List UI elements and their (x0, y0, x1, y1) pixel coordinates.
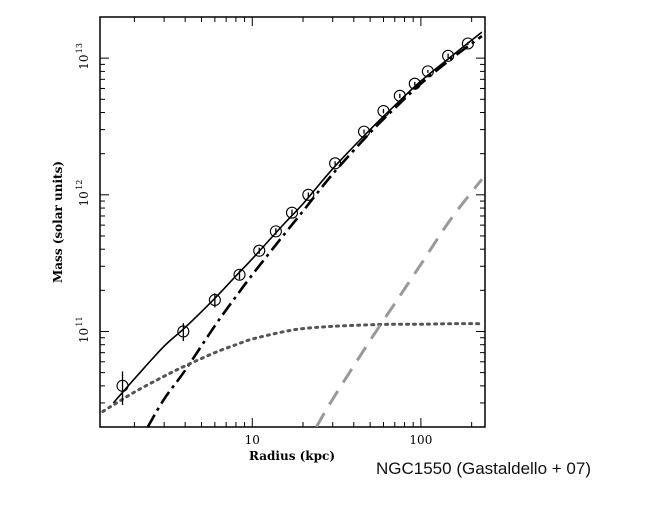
data-point (208, 293, 221, 307)
x-tick-label: 10 (245, 433, 260, 447)
series-line-dash-dot (146, 35, 483, 427)
y-tick-base: 10 (77, 55, 91, 70)
x-axis-label: Radius (kpc) (249, 449, 335, 463)
series-layer (101, 31, 484, 427)
series-line-solid (112, 31, 483, 404)
figure-caption: NGC1550 (Gastaldello + 07) (376, 459, 591, 478)
y-tick-exponent: 11 (75, 316, 84, 326)
data-point (253, 244, 266, 257)
data-point (393, 89, 406, 102)
plot-frame (99, 16, 486, 428)
y-tick-base: 10 (77, 191, 91, 206)
data-point (408, 77, 421, 90)
data-point (285, 206, 299, 219)
data-point (442, 49, 455, 62)
y-tick-base: 10 (77, 328, 91, 343)
data-point (421, 65, 434, 78)
series-line-dashed (315, 178, 484, 427)
data-point (302, 188, 315, 201)
data-point (269, 225, 282, 238)
y-tick-exponent: 12 (75, 180, 84, 190)
data-point (116, 379, 129, 392)
y-tick-exponent: 13 (75, 43, 84, 53)
data-point (461, 37, 474, 50)
data-point (233, 268, 246, 281)
data-points-layer (116, 37, 474, 405)
data-point (329, 157, 342, 170)
x-tick-label: 100 (409, 433, 432, 447)
series-line-dotted (101, 322, 484, 413)
data-point (377, 105, 390, 118)
data-point (177, 325, 190, 338)
y-axis-label: Mass (solar units) (51, 161, 65, 283)
data-point (357, 125, 371, 138)
